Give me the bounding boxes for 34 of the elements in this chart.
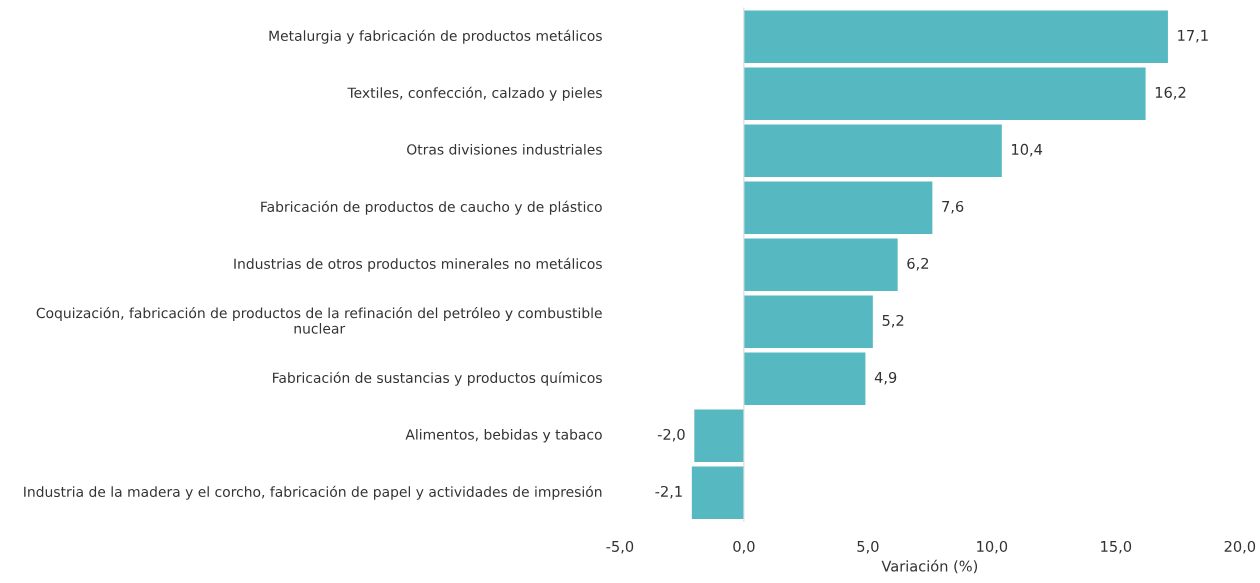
y-tick-label: Otras divisiones industriales — [407, 143, 602, 155]
bar — [694, 409, 744, 462]
x-tick-label: -5,0 — [606, 540, 634, 554]
x-tick-label: 20,0 — [1224, 540, 1256, 554]
data-label: -2,0 — [657, 428, 685, 442]
x-tick-label: 10,0 — [977, 540, 1008, 554]
x-tick-label: 0,0 — [733, 540, 755, 554]
data-label: 10,4 — [1012, 143, 1043, 157]
x-tick-label: 15,0 — [1101, 540, 1132, 554]
bar — [743, 10, 1168, 63]
data-label: 7,6 — [942, 200, 964, 214]
x-tick-label: 5,0 — [857, 540, 879, 554]
bar — [743, 181, 933, 234]
data-label: -2,1 — [655, 485, 682, 499]
y-tick-label: Fabricación de sustancias y productos químicos — [273, 371, 602, 386]
y-tick-label: Industria de la madera y el corcho, fabricación de papel y actividades de impresión — [24, 485, 602, 500]
bar — [743, 352, 866, 405]
x-axis-title: Variación (%) — [881, 559, 978, 574]
bar — [743, 238, 898, 291]
data-label: 17,1 — [1178, 30, 1208, 43]
data-label: 16,2 — [1155, 86, 1186, 100]
bar — [743, 295, 873, 348]
y-tick-label: Industrias de otros productos minerales no metálicos — [234, 257, 602, 272]
y-tick-label: Fabricación de productos de caucho y de plástico — [261, 200, 602, 215]
data-label: 6,2 — [907, 257, 929, 271]
bar — [691, 466, 744, 519]
y-tick-label: Metalurgia y fabricación de productos metálicos — [269, 29, 602, 44]
y-tick-label: Alimentos, bebidas y tabaco — [405, 428, 602, 443]
data-label: 4,9 — [874, 371, 897, 385]
data-label: 5,2 — [882, 314, 904, 328]
y-tick-label: Coquización, fabricación de productos de la refinación del petróleo y combustible nuclear — [36, 306, 602, 334]
bar — [743, 124, 1002, 177]
y-tick-label: Textiles, confección, calzado y pieles — [347, 86, 602, 101]
bar — [743, 67, 1146, 120]
